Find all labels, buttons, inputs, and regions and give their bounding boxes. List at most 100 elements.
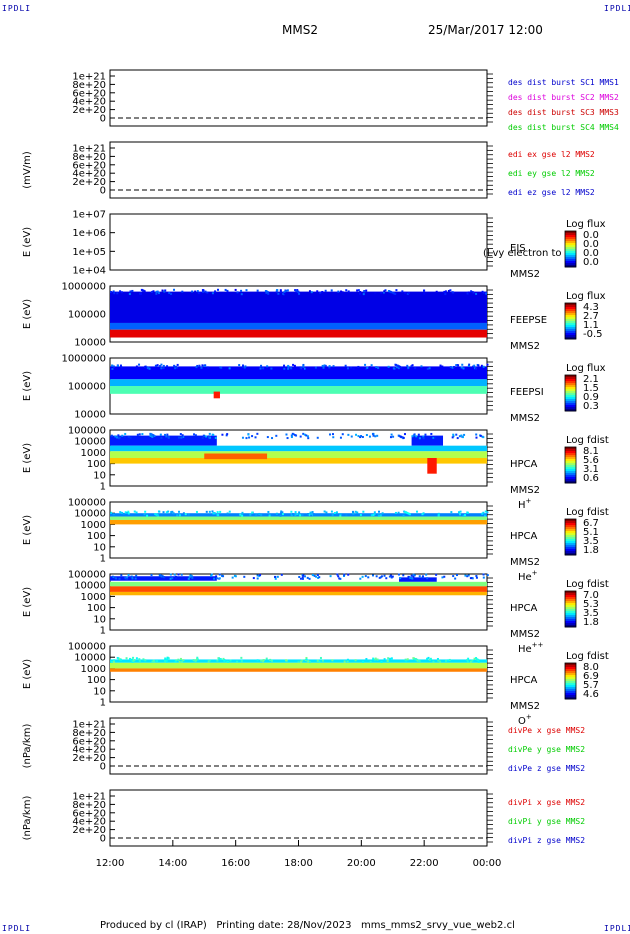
panel-5-spectrogram-speck <box>441 365 444 368</box>
panel-5-spectrogram-speck <box>368 366 371 369</box>
panel-4-spectrogram-speck <box>275 290 278 293</box>
panel-4-spectrogram-speck <box>245 289 248 292</box>
panel-5-spectrogram-speck <box>455 364 458 367</box>
panel-4-spectrogram-speck <box>110 290 113 293</box>
panel-6-spectrogram-speck <box>303 433 306 436</box>
panel-8-spectrogram-speck <box>118 577 121 580</box>
panel-5-spectrogram-speck <box>346 367 349 370</box>
panel-4-spectrogram-speck <box>401 290 404 293</box>
panel-11-legend-entry: divPi y gse MMS2 <box>508 817 585 826</box>
panel-8-spectrogram-speck <box>120 574 123 577</box>
panel-5-spectrogram-speck <box>406 368 409 371</box>
panel-4-spectrogram-speck <box>116 292 119 295</box>
panel-4-colorbar-cell <box>565 305 576 308</box>
panel-7-spectrogram-speck <box>309 511 312 514</box>
panel-9-colorbar-cell <box>565 667 576 670</box>
panel-1-ytick-label: 4e+20 <box>72 97 106 108</box>
panel-7-spectrogram-speck <box>307 512 310 515</box>
panel-6-spectrogram-speck <box>245 437 248 440</box>
panel-6-spectrogram-speck <box>160 436 163 439</box>
panel-4-colorbar-cell <box>565 307 576 310</box>
panel-9-spectrogram-speck <box>319 656 322 659</box>
panel-4-spectrogram-speck <box>168 291 171 294</box>
panel-4-spectrogram-speck <box>330 289 333 292</box>
panel-9-spectrogram-speck <box>372 657 375 660</box>
panel-5-colorbar-tick: 1.5 <box>583 383 599 394</box>
panel-9-spectrogram-speck <box>383 658 386 661</box>
panel-7-spectrogram-speck <box>459 510 462 513</box>
panel-4-spectrogram-speck <box>391 291 394 294</box>
panel-8-spectrogram-speck <box>280 573 283 576</box>
panel-8-spectrogram-speck <box>169 577 172 580</box>
panel-7-spectrogram-speck <box>462 514 465 517</box>
panel-3-ytick-label: 1e+05 <box>72 247 106 258</box>
panel-9-spectrogram-speck <box>354 659 357 662</box>
panel-8-spectrogram-speck <box>412 575 415 578</box>
panel-4-spectrogram-speck <box>340 290 343 293</box>
panel-5-spectrogram-speck <box>322 366 325 369</box>
panel-7-spectrogram-speck <box>373 511 376 514</box>
panel-8-spectrogram-speck <box>190 575 193 578</box>
panel-6-spectrogram-speck <box>332 436 335 439</box>
panel-9-spectrogram-speck <box>182 659 185 662</box>
panel-8-colorbar-cell <box>565 609 576 612</box>
panel-6-spectrogram-band <box>411 435 444 446</box>
panel-7-spectrogram-speck <box>216 511 219 514</box>
panel-8-colorbar-cell <box>565 623 576 626</box>
panel-7-colorbar-cell <box>565 553 576 556</box>
panel-9-spectrogram-speck <box>405 660 408 663</box>
panel-9-spectrogram-speck <box>321 659 324 662</box>
panel-4-spectrogram-speck <box>380 291 383 294</box>
panel-4-spectrogram-band <box>110 329 487 338</box>
panel-8-spectrogram-speck <box>150 573 153 576</box>
panel-7-spectrogram-speck <box>170 511 173 514</box>
panel-6-species-label: H+ <box>518 497 532 511</box>
panel-4-spectrogram-speck <box>345 289 348 292</box>
panel-4-spectrogram-speck <box>155 292 158 295</box>
panel-8-ytick-label: 10 <box>93 614 106 625</box>
panel-8-spacecraft-label: MMS2 <box>510 629 540 640</box>
panel-4-spectrogram-speck <box>362 293 365 296</box>
panel-5-spectrogram-speck <box>204 364 207 367</box>
panel-8-spectrogram-speck <box>455 574 458 577</box>
panel-6-spectrogram-speck <box>149 434 152 437</box>
panel-4-spectrogram-speck <box>155 290 158 293</box>
panel-9-spectrogram-speck <box>466 660 469 663</box>
panel-9-spectrogram-speck <box>427 656 430 659</box>
panel-9-spectrogram-speck <box>110 660 113 663</box>
panel-9-spectrogram-speck <box>142 658 145 661</box>
panel-7-spacecraft-label: MMS2 <box>510 557 540 568</box>
panel-7-spectrogram-speck <box>255 513 258 516</box>
panel-3-overlay-text: (Lvy electron to <box>483 248 562 259</box>
panel-5-spectrogram-speck <box>195 366 198 369</box>
panel-7-colorbar-cell <box>565 539 576 542</box>
panel-5-instrument-name: FEEPSI <box>510 387 544 398</box>
panel-4-spectrogram-speck <box>392 292 395 295</box>
footer-credit: Produced by cl (IRAP) Printing date: 28/… <box>100 920 515 931</box>
panel-9-spectrogram-speck <box>113 659 116 662</box>
panel-8-colorbar-cell <box>565 617 576 620</box>
panel-8-colorbar-frame <box>564 590 577 628</box>
panel-5-spectrogram-speck <box>300 367 303 370</box>
panel-5-spectrogram-speck <box>420 365 423 368</box>
panel-5-ytick-label: 10000 <box>74 410 106 421</box>
panel-1-legend-entry: des dist burst SC2 MMS2 <box>508 93 619 102</box>
panel-7-spectrogram-speck <box>208 510 211 513</box>
panel-5-spectrogram-speck <box>332 365 335 368</box>
panel-8-colorbar-cell <box>565 591 576 594</box>
panel-7-spectrogram-speck <box>351 510 354 513</box>
panel-6-spectrogram-speck <box>177 436 180 439</box>
panel-4-spectrogram-speck <box>151 290 154 293</box>
panel-7-spectrogram-speck <box>144 510 147 513</box>
panel-4-spectrogram-speck <box>337 290 340 293</box>
panel-9-spectrogram-speck <box>236 660 239 663</box>
panel-8-spectrogram-speck <box>231 576 234 579</box>
panel-9-spectrogram-speck <box>448 658 451 661</box>
panel-9-spectrogram-speck <box>308 661 311 664</box>
panel-6-ytick-label: 100 <box>87 459 106 470</box>
panel-7-spectrogram-speck <box>397 511 400 514</box>
panel-9-spectrogram-speck <box>417 659 420 662</box>
panel-6-spectrogram-speck <box>285 433 288 436</box>
panel-5-colorbar-title: Log flux <box>566 363 606 374</box>
panel-8-colorbar-cell <box>565 597 576 600</box>
